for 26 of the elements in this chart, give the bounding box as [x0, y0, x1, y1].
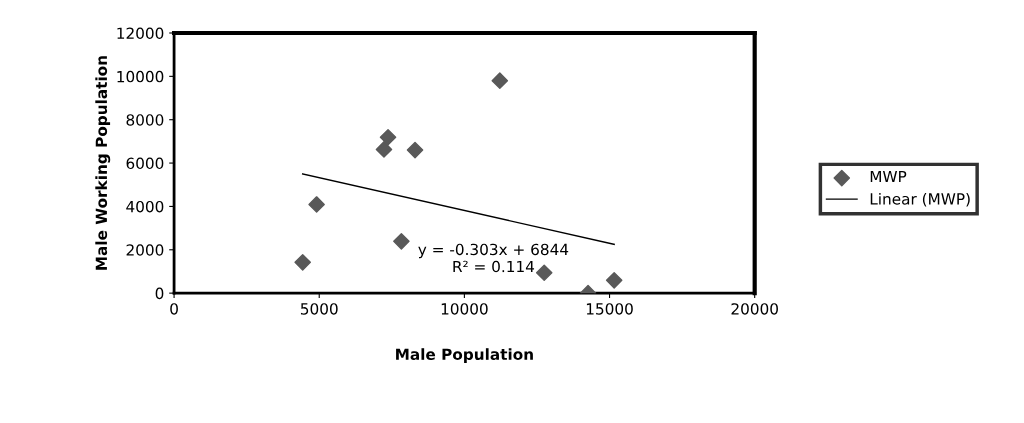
point [491, 72, 509, 89]
legend-label: MWP [870, 170, 907, 183]
point [406, 141, 424, 159]
y-tick-label: 10000 [117, 70, 164, 83]
point [393, 233, 410, 250]
point [535, 264, 553, 282]
legend-label: Linear (MWP) [870, 192, 970, 207]
annotation: y = -0.303x + 6844 R² = 0.114 [418, 243, 569, 273]
point [308, 196, 325, 213]
point [605, 272, 623, 289]
y-tick-label: 6000 [126, 157, 164, 170]
x-tick-label: 0 [170, 303, 178, 315]
y-axis-title: Male Working Population [95, 56, 111, 270]
x-axis-title: Male Population [396, 348, 533, 363]
x-tick-label: 15000 [586, 303, 633, 315]
point [294, 254, 311, 271]
y-tick-label: 8000 [126, 114, 164, 126]
x-tick-label: 20000 [731, 303, 778, 315]
point [379, 128, 397, 146]
x-tick-label: 10000 [441, 303, 488, 315]
y-tick-label: 4000 [126, 200, 164, 213]
y-tick-label: 2000 [126, 244, 164, 256]
y-tick-label: 12000 [117, 27, 164, 40]
y-tick-label: 0 [155, 287, 164, 300]
x-tick-label: 5000 [300, 303, 338, 315]
point [375, 141, 393, 158]
